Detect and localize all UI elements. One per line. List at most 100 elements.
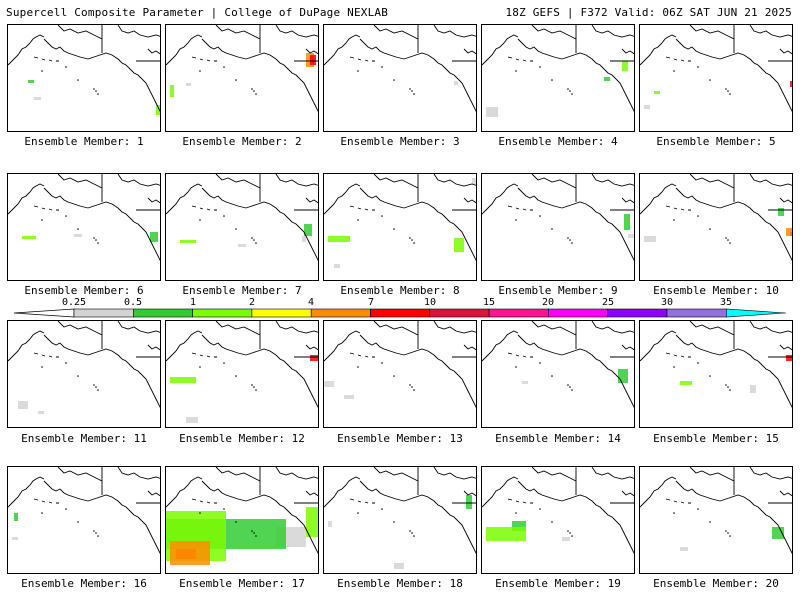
member-map-10[interactable] [639,173,793,281]
island-dot [77,228,79,230]
member-map-4[interactable] [481,24,635,132]
island-dot [357,70,359,72]
colorbar-label: 30 [660,297,674,308]
coastline-path [507,498,533,504]
coastline-path [305,197,318,204]
island-dot [515,70,517,72]
member-label-1: Ensemble Member: 1 [24,135,144,148]
coastline-path [57,321,103,336]
island-dot [95,532,97,534]
member-map-15[interactable] [639,320,793,428]
member-map-19[interactable] [481,466,635,574]
scp-shading [170,85,174,97]
member-map-8[interactable] [323,173,477,281]
member-label-6: Ensemble Member: 6 [24,284,144,297]
member-map-13[interactable] [323,320,477,428]
scp-shading [466,495,472,509]
scp-shading [180,240,196,243]
coastline-path [117,174,160,187]
coastline-path [507,56,533,62]
coastline-path [324,330,361,362]
island-dot [235,79,237,81]
member-map-7[interactable] [165,173,319,281]
member-label-12: Ensemble Member: 12 [179,432,305,445]
colorbar-swatch [251,308,312,318]
coastline-path [675,187,721,209]
scp-shading [18,401,28,409]
coastline-path [779,48,792,55]
coastline-path [349,352,375,358]
coastline-path [561,348,617,376]
coastline-path [117,321,160,334]
coastline-path [463,490,476,497]
coastline-path [147,48,160,55]
coastline-path [191,498,217,504]
island-dot [65,66,67,68]
scp-shading [622,61,628,71]
coastline-path [621,197,634,204]
member-map-1[interactable] [7,24,161,132]
coastline-path [482,34,519,66]
scp-shading [394,563,404,569]
coastline-path [773,78,792,113]
scp-shading [306,507,318,537]
member-map-6[interactable] [7,173,161,281]
coastline-path [141,227,160,262]
coastline-path [719,201,775,229]
coastline-path [689,174,735,189]
island-dot [515,512,517,514]
member-map-17[interactable] [165,466,319,574]
member-map-20[interactable] [639,466,793,574]
coastline-map [482,321,634,409]
coastline-path [517,334,563,356]
colorbar-swatch [607,308,668,318]
coastline-path [147,490,160,497]
member-map-14[interactable] [481,320,635,428]
member-map-3[interactable] [323,24,477,132]
coastline-path [433,467,476,480]
coastline-map [640,467,792,555]
coastline-path [201,187,247,209]
member-label-2: Ensemble Member: 2 [182,135,302,148]
scp-shading [334,264,340,268]
scp-shading [786,228,792,236]
member-map-18[interactable] [323,466,477,574]
scp-shading [186,83,191,86]
island-dot [567,530,569,532]
coastline-path [517,187,563,209]
member-map-5[interactable] [639,24,793,132]
colorbar-label: 0.5 [123,297,143,308]
colorbar-label: 4 [307,297,315,308]
coastline-path [482,330,519,362]
island-dot [253,386,255,388]
member-map-12[interactable] [165,320,319,428]
coastline-path [773,374,792,409]
member-map-11[interactable] [7,320,161,428]
island-dot [77,79,79,81]
scp-shading [512,521,526,531]
island-dot [697,362,699,364]
coastline-path [43,187,89,209]
scp-shading [472,178,476,184]
island-dot [255,389,257,391]
coastline-path [749,467,792,480]
member-map-16[interactable] [7,466,161,574]
island-dot [729,242,731,244]
coastline-path [665,205,691,211]
member-map-2[interactable] [165,24,319,132]
coastline-path [359,187,405,209]
coastline-path [457,520,476,555]
island-dot [235,228,237,230]
coastline-path [689,25,735,40]
colorbar-high-arrow [725,308,787,318]
scp-shading [22,236,36,239]
scp-shading [790,81,792,87]
coastline-path [403,348,459,376]
member-map-9[interactable] [481,173,635,281]
island-dot [93,88,95,90]
coastline-path [463,48,476,55]
coastline-path [719,52,775,80]
colorbar-swatch [370,308,431,318]
scp-shading [14,513,18,521]
scp-shading [12,537,18,540]
